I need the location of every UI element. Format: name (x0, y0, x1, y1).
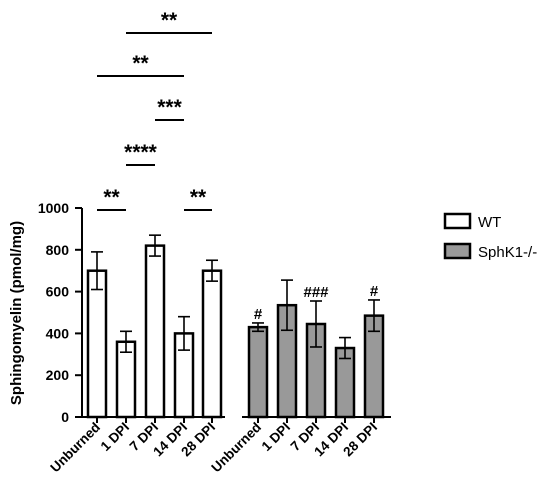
category-label: Unburned (47, 420, 103, 476)
significance-label: ** (103, 186, 120, 209)
significance-label: **** (124, 141, 158, 164)
legend-label-wt: WT (478, 214, 501, 231)
bar (115, 340, 137, 419)
bars: #### # (86, 234, 385, 423)
y-tick-label: 1000 (38, 200, 69, 216)
significance-marker: ### (303, 284, 329, 301)
significance-label: ** (161, 9, 178, 32)
y-tick-label: 600 (46, 284, 70, 300)
bar (247, 325, 269, 419)
significance-label: ** (132, 52, 149, 75)
bar (86, 269, 108, 419)
significance-marker: # (370, 283, 379, 300)
legend-label-sphk1: SphK1-/- (478, 244, 537, 261)
significance-brackets: ** ************* (97, 9, 212, 211)
significance-marker: # (254, 306, 263, 323)
y-tick-label: 200 (46, 367, 70, 383)
category-label: 1 DPI (259, 420, 293, 454)
category-label: 1 DPI (98, 420, 132, 454)
legend: WT SphK1-/- (443, 212, 537, 261)
legend-swatch-sphk1 (443, 242, 472, 260)
bar (144, 244, 166, 419)
category-label: Unburned (208, 420, 264, 476)
y-axis-label: Sphingomyelin (pmol/mg) (8, 221, 25, 405)
y-tick-label: 800 (46, 242, 70, 258)
significance-label: ** (190, 186, 207, 209)
y-tick-label: 400 (46, 325, 70, 341)
legend-swatch-wt (443, 212, 472, 230)
y-tick-label: 0 (61, 409, 69, 425)
y-ticks: 0 200 400 600 800 1000 (38, 200, 82, 425)
significance-label: *** (157, 96, 182, 119)
bar (201, 269, 223, 419)
